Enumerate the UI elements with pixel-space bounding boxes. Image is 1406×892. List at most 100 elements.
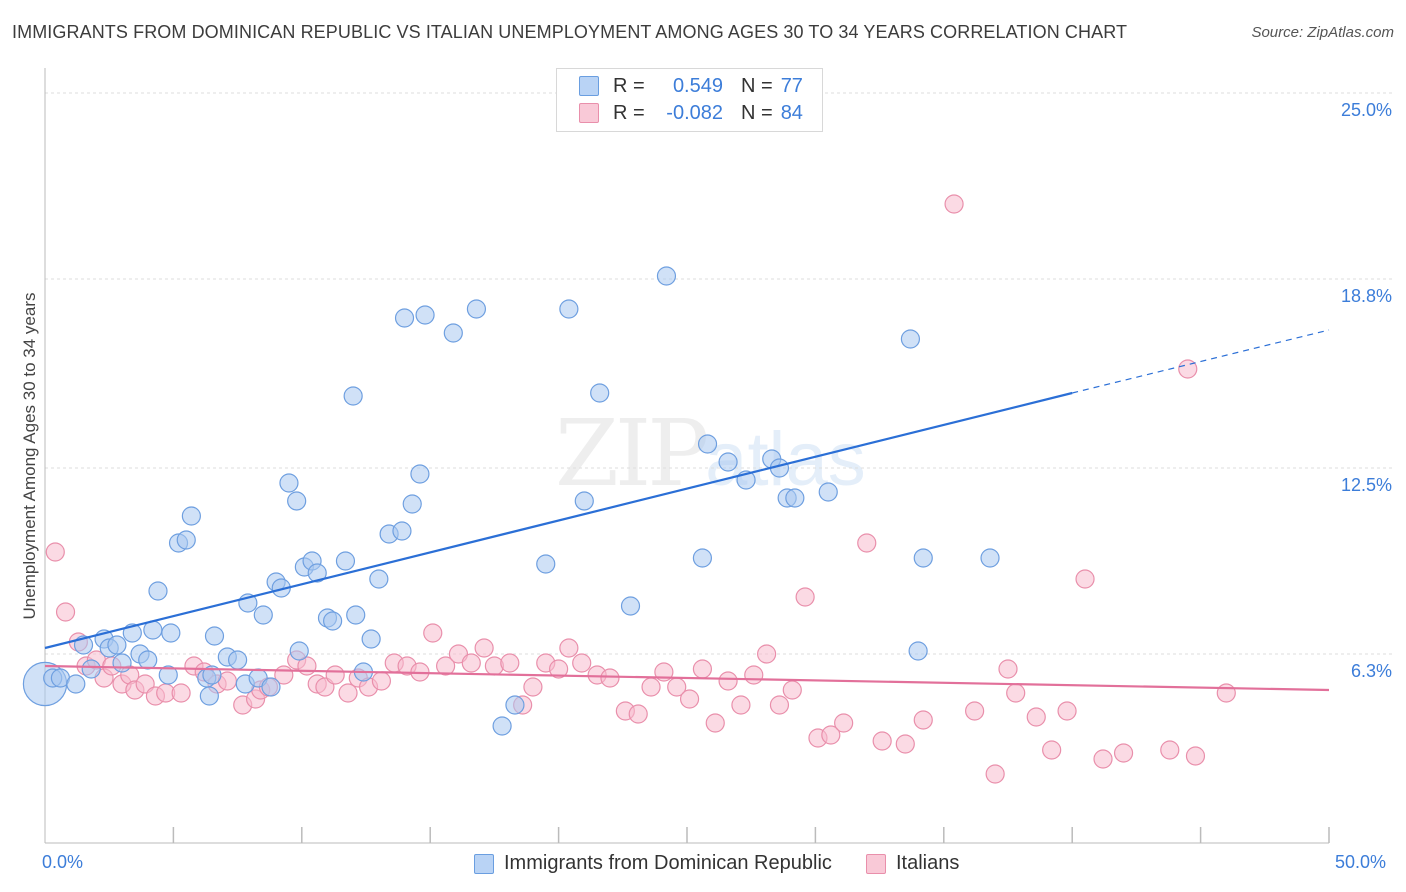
n-value: 77 bbox=[780, 74, 803, 97]
dominican-point bbox=[289, 641, 309, 661]
italians-point bbox=[523, 677, 543, 697]
dominican-point bbox=[361, 629, 381, 649]
dominican-point bbox=[181, 506, 201, 526]
dominican-point bbox=[536, 554, 556, 574]
italians-point bbox=[998, 659, 1018, 679]
correlation-legend: R = 0.549 N = 77 R = -0.082 N = 84 bbox=[556, 68, 823, 132]
dominican-point bbox=[343, 386, 363, 406]
italians-point bbox=[744, 665, 764, 685]
r-value: -0.082 bbox=[666, 101, 723, 124]
italians-point bbox=[436, 656, 456, 676]
dominican-points bbox=[22, 266, 1000, 736]
dominican-point bbox=[335, 551, 356, 571]
legend-label: Italians bbox=[896, 852, 960, 874]
dominican-point bbox=[346, 605, 366, 625]
italians-point bbox=[692, 659, 713, 679]
legend-row-italians: R = -0.082 N = 84 bbox=[579, 100, 803, 126]
dominican-point bbox=[148, 581, 168, 601]
dominican-point bbox=[574, 491, 594, 511]
n-value: 84 bbox=[780, 101, 803, 124]
italians-point bbox=[548, 659, 569, 679]
italians-point bbox=[718, 671, 738, 691]
italians-point bbox=[985, 764, 1005, 784]
legend-item-dominican: Immigrants from Dominican Republic bbox=[474, 852, 832, 875]
r-value: 0.549 bbox=[672, 74, 723, 97]
dominican-point bbox=[505, 695, 525, 715]
italians-point bbox=[1178, 359, 1198, 379]
dominican-point bbox=[443, 323, 463, 343]
italians-point bbox=[45, 542, 65, 562]
italians-point bbox=[944, 194, 964, 214]
dominican-point bbox=[158, 665, 178, 685]
dominican-point bbox=[261, 677, 281, 697]
italians-point bbox=[913, 710, 933, 730]
y-tick-label: 18.8% bbox=[1340, 286, 1392, 306]
italians-point bbox=[325, 665, 345, 685]
dominican-point bbox=[415, 305, 435, 325]
legend-label: Immigrants from Dominican Republic bbox=[504, 852, 832, 874]
dominican-point bbox=[900, 329, 921, 349]
italians-point bbox=[500, 653, 520, 673]
dominican-point bbox=[402, 494, 422, 514]
italians-point bbox=[872, 731, 892, 751]
x-tick-label-max: 50.0% bbox=[1335, 852, 1387, 872]
italians-point bbox=[705, 713, 725, 733]
italians-point bbox=[731, 695, 751, 715]
dominican-point bbox=[107, 635, 127, 655]
dominican-trend-line bbox=[44, 391, 1073, 650]
dominican-point bbox=[287, 491, 307, 511]
legend-row-dominican: R = 0.549 N = 77 bbox=[579, 73, 803, 99]
dominican-point bbox=[410, 464, 430, 484]
x-tick-label-min: 0.0% bbox=[42, 852, 84, 872]
italians-point bbox=[474, 638, 494, 658]
italians-point bbox=[757, 644, 777, 664]
dominican-point bbox=[590, 383, 610, 403]
series-legend: Immigrants from Dominican Republic Itali… bbox=[0, 850, 1406, 878]
italians-point bbox=[965, 701, 985, 721]
italians-point bbox=[461, 653, 481, 673]
dominican-point bbox=[620, 596, 641, 616]
dominican-point bbox=[81, 659, 101, 679]
italians-point bbox=[1113, 743, 1134, 763]
pink-swatch-icon bbox=[579, 103, 599, 123]
dominican-point bbox=[323, 611, 343, 631]
italians-points bbox=[45, 194, 1236, 784]
italians-point bbox=[679, 689, 700, 709]
italians-point bbox=[641, 677, 661, 697]
dominican-point bbox=[913, 548, 933, 568]
italians-point bbox=[1093, 749, 1113, 769]
dominican-point bbox=[253, 605, 273, 625]
italians-point bbox=[371, 671, 392, 691]
dominican-point bbox=[697, 434, 718, 454]
dominican-point bbox=[176, 530, 196, 550]
dominican-point bbox=[394, 308, 415, 328]
italians-point bbox=[1075, 569, 1095, 589]
y-tick-label: 25.0% bbox=[1340, 100, 1392, 120]
dominican-point bbox=[228, 650, 248, 670]
italians-point bbox=[1057, 701, 1077, 721]
dominican-point bbox=[392, 521, 412, 541]
blue-swatch-icon bbox=[579, 76, 599, 96]
italians-point bbox=[1006, 683, 1026, 703]
dominican-point bbox=[279, 473, 299, 493]
dominican-point bbox=[369, 569, 389, 589]
italians-point bbox=[600, 668, 620, 688]
italians-trend-line bbox=[44, 664, 1330, 692]
y-axis-label: Unemployment Among Ages 30 to 34 years bbox=[20, 292, 39, 620]
italians-point bbox=[559, 638, 579, 658]
italians-point bbox=[795, 587, 815, 607]
italians-point bbox=[572, 653, 592, 673]
italians-point bbox=[1042, 740, 1062, 760]
dominican-point bbox=[466, 299, 487, 319]
italians-point bbox=[769, 695, 790, 715]
italians-point bbox=[55, 602, 76, 622]
chart-title: IMMIGRANTS FROM DOMINICAN REPUBLIC VS IT… bbox=[12, 22, 1128, 42]
italians-point bbox=[1216, 683, 1236, 703]
dominican-point bbox=[307, 563, 327, 583]
italians-point bbox=[782, 680, 802, 700]
italians-point bbox=[1160, 740, 1180, 760]
dominican-point bbox=[908, 641, 928, 661]
italians-point bbox=[834, 713, 854, 733]
dominican-point bbox=[199, 686, 219, 706]
y-tick-label: 6.3% bbox=[1350, 661, 1392, 681]
